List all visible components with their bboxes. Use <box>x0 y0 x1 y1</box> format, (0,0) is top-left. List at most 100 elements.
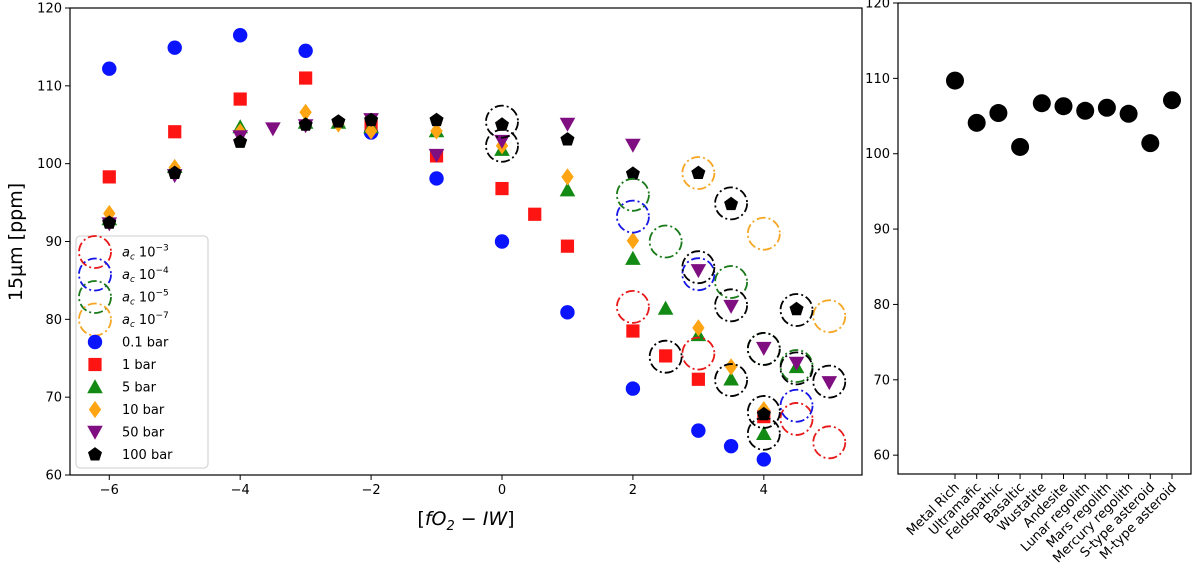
legend-marker <box>88 447 102 461</box>
data-point <box>429 171 444 186</box>
x-tick-label: 0 <box>498 483 506 498</box>
legend-label: ac 10−5 <box>122 289 169 308</box>
left-plot-marks <box>101 28 847 467</box>
ring-marker <box>616 177 650 212</box>
data-point <box>102 170 116 184</box>
data-point <box>428 148 445 163</box>
legend-marker <box>78 257 112 292</box>
legend-label: ac 10−4 <box>122 266 169 285</box>
material-point <box>1163 91 1181 110</box>
ring-marker <box>485 104 519 139</box>
data-point <box>233 134 248 148</box>
data-point <box>167 40 182 55</box>
data-point <box>298 43 313 59</box>
data-point <box>299 103 312 121</box>
data-point <box>724 196 739 211</box>
data-point <box>756 406 771 421</box>
data-point <box>659 349 673 363</box>
legend-label: 100 bar <box>122 448 173 463</box>
right-y-tick-label: 110 <box>865 72 890 87</box>
legend-marker <box>87 334 103 350</box>
data-point <box>331 114 346 128</box>
data-point <box>756 341 772 356</box>
data-point <box>691 165 706 179</box>
data-point <box>626 232 640 250</box>
y-tick-label: 70 <box>45 391 62 406</box>
ring-marker <box>648 339 683 374</box>
data-point <box>364 112 379 127</box>
legend-label-sub: c <box>130 320 135 330</box>
ring-marker <box>714 186 748 221</box>
data-point <box>692 319 705 337</box>
data-point <box>102 61 117 76</box>
data-point <box>429 112 444 127</box>
data-point <box>167 165 182 179</box>
data-point <box>298 117 313 131</box>
legend-label: 50 bar <box>122 426 165 441</box>
data-point <box>560 132 575 146</box>
y-tick-label: 90 <box>45 235 62 250</box>
legend-label: 10 bar <box>122 403 165 418</box>
legend-marker <box>87 379 103 394</box>
x-tick-label: 2 <box>629 483 637 498</box>
left-x-axis-label: [fO2 − IW] <box>417 508 514 534</box>
data-point <box>789 301 804 316</box>
x-label-bracket-open: [ <box>417 508 424 530</box>
legend-label-exp: −4 <box>155 266 169 276</box>
material-point <box>989 104 1008 123</box>
data-point <box>625 138 641 153</box>
data-point <box>495 117 509 131</box>
material-point <box>967 113 986 132</box>
data-point <box>625 381 641 396</box>
material-point <box>1011 137 1030 156</box>
y-tick-label: 80 <box>45 313 62 328</box>
legend-label-mant: 10 <box>139 268 156 283</box>
legend-marker <box>88 357 102 372</box>
left-y-axis-label: 15µm [ppm] <box>5 183 27 301</box>
ring-marker <box>714 265 748 299</box>
data-point <box>690 264 707 279</box>
ring-marker <box>681 250 716 285</box>
data-point <box>559 117 576 132</box>
x-tick-label: −4 <box>231 483 250 498</box>
data-point <box>430 122 443 140</box>
legend-label-exp: −3 <box>155 244 168 254</box>
x-label-rest: − IW <box>455 508 509 530</box>
data-point <box>626 324 640 338</box>
legend-label-base: a <box>122 268 130 283</box>
material-point <box>1032 94 1051 113</box>
data-point <box>495 181 509 196</box>
legend-label-base: a <box>122 291 130 306</box>
ring-marker <box>746 416 781 451</box>
data-point <box>724 358 738 376</box>
data-point <box>723 439 739 454</box>
right-y-tick-label: 80 <box>873 298 890 313</box>
x-tick-label: 4 <box>760 483 768 498</box>
legend-label-base: a <box>122 313 130 328</box>
legend-label-mant: 10 <box>139 246 156 261</box>
right-y-tick-label: 100 <box>865 147 890 162</box>
data-point <box>265 122 281 137</box>
ring-marker <box>812 425 847 460</box>
data-point <box>691 372 705 386</box>
ring-marker <box>812 299 847 334</box>
ring-marker <box>779 388 814 423</box>
data-point <box>528 207 542 221</box>
ring-marker <box>746 332 781 366</box>
data-point <box>559 182 576 197</box>
legend-label: ac 10−3 <box>122 244 169 263</box>
material-point <box>1119 104 1138 123</box>
data-point <box>723 371 739 386</box>
data-point <box>561 168 574 186</box>
ring-marker <box>485 128 519 163</box>
material-point <box>1097 98 1116 117</box>
data-point <box>756 425 772 440</box>
material-point <box>1076 101 1095 120</box>
legend-label: ac 10−7 <box>122 311 169 330</box>
x-tick-label: −2 <box>362 483 381 498</box>
y-tick-label: 110 <box>37 79 62 94</box>
left-axis-ticks: −6 −4 −2 0 2 4 60 70 80 90 100 110 120 <box>37 2 768 499</box>
right-plot-frame <box>897 2 1192 475</box>
